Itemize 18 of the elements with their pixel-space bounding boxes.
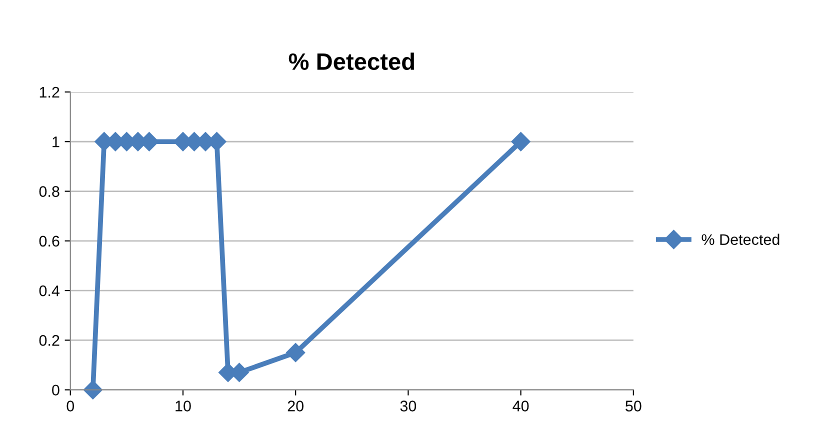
x-tick-label: 40 [512, 400, 529, 412]
y-tick-label: 0.8 [39, 186, 60, 197]
y-tick-label: 0.4 [39, 285, 60, 296]
legend-label: % Detected [702, 234, 780, 245]
y-tick-label: 0 [52, 384, 60, 396]
point [286, 343, 306, 362]
chart-title: % Detected [288, 52, 414, 70]
point [83, 380, 102, 400]
x-tick-label: 50 [626, 400, 642, 412]
x-tick-label: 30 [400, 400, 416, 412]
x-tick-label: 10 [176, 400, 191, 412]
y-tick-label: 0.6 [39, 236, 60, 247]
y-tick-label: 0.2 [39, 335, 60, 346]
point [511, 132, 530, 152]
y-tick-label: 1.2 [40, 86, 60, 98]
y-tick-label: 1 [52, 136, 60, 148]
x-tick-label: 20 [288, 400, 304, 412]
x-tick-label: 0 [66, 400, 74, 412]
